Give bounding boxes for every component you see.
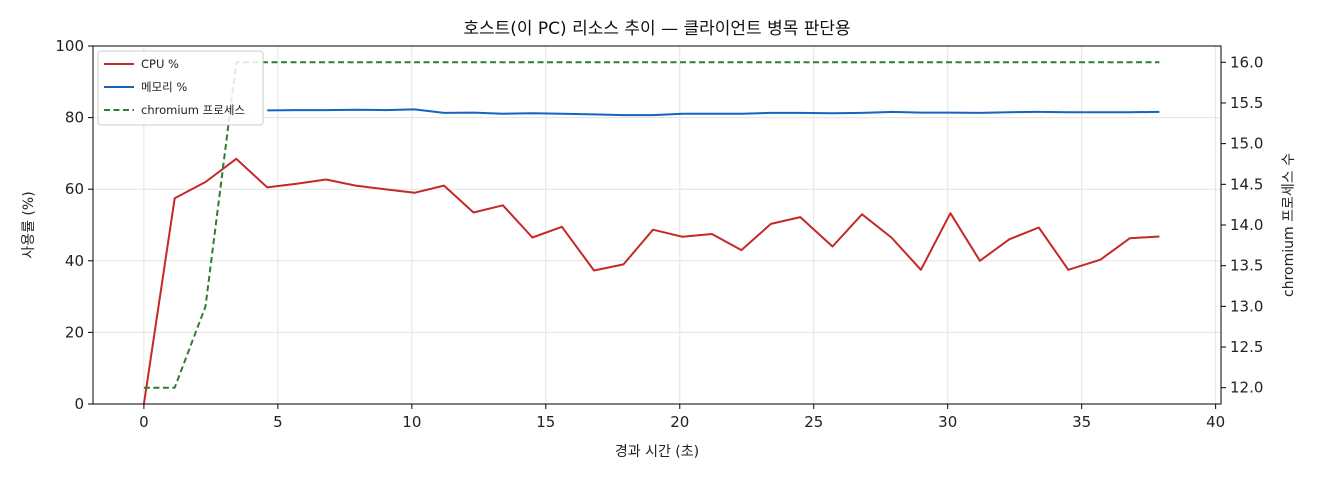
legend-label-0: CPU % xyxy=(141,57,179,71)
axes: 0 5 10 15 20 25 30 35 40 0 20 40 60 80 100 12.0 12.5 13.0… xyxy=(55,37,1263,431)
y-axis-left-title: 사용률 (%) xyxy=(21,191,37,258)
y-right-tick-label: 13.5 xyxy=(1230,257,1263,275)
y-right-tick-label: 15.0 xyxy=(1230,135,1263,153)
x-tick-label: 30 xyxy=(938,413,957,431)
x-tick-label: 40 xyxy=(1206,413,1225,431)
y-axis-right-title: chromium 프로세스 수 xyxy=(1281,153,1297,297)
y-left-tick-label: 80 xyxy=(65,109,84,127)
y-left-tick-label: 100 xyxy=(55,37,84,55)
y-right-tick-label: 14.0 xyxy=(1230,216,1263,234)
y-left-tick-label: 60 xyxy=(65,180,84,198)
x-tick-label: 35 xyxy=(1072,413,1091,431)
x-tick-label: 0 xyxy=(139,413,149,431)
legend: CPU % 메모리 % chromium 프로세스 xyxy=(97,50,264,126)
series-line-1 xyxy=(267,108,1160,117)
y-left-tick-label: 20 xyxy=(65,323,84,341)
y-right-tick-label: 12.0 xyxy=(1230,379,1263,397)
chart-title: 호스트(이 PC) 리소스 추이 — 클라이언트 병목 판단용 xyxy=(463,19,850,39)
y-right-tick-label: 12.5 xyxy=(1230,338,1263,356)
legend-label-2: chromium 프로세스 xyxy=(141,103,245,117)
y-left-tick-label: 40 xyxy=(65,252,84,270)
series-line-2 xyxy=(143,61,1160,389)
legend-box xyxy=(97,50,264,126)
series-layer xyxy=(142,61,1160,405)
x-tick-label: 25 xyxy=(804,413,823,431)
x-tick-label: 5 xyxy=(273,413,283,431)
y-right-tick-label: 16.0 xyxy=(1230,53,1263,71)
x-tick-label: 15 xyxy=(536,413,555,431)
y-left-tick-label: 0 xyxy=(74,395,84,413)
series-line-0 xyxy=(142,157,1160,405)
y-right-tick-label: 14.5 xyxy=(1230,175,1263,193)
y-right-tick-label: 13.0 xyxy=(1230,297,1263,315)
x-tick-label: 10 xyxy=(402,413,421,431)
x-axis-title: 경과 시간 (초) xyxy=(615,444,699,460)
y-right-tick-label: 15.5 xyxy=(1230,94,1263,112)
legend-label-1: 메모리 % xyxy=(141,80,187,94)
x-tick-label: 20 xyxy=(670,413,689,431)
